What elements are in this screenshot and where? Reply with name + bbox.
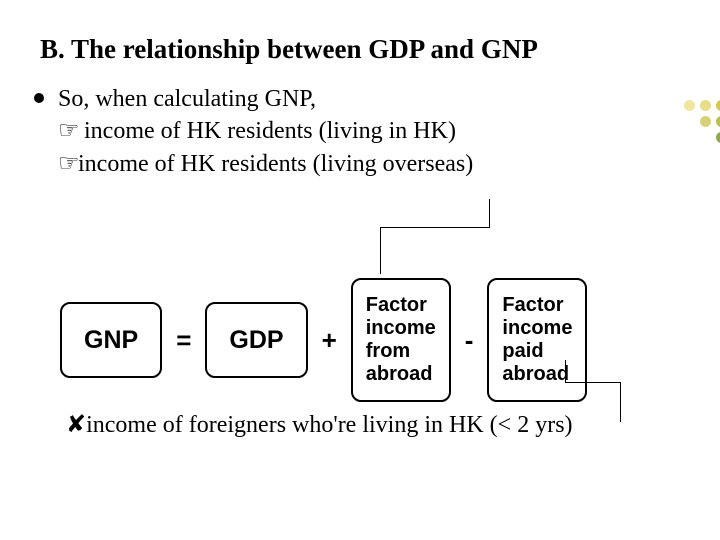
eq-box-factor-in: Factor income from abroad: [351, 278, 451, 402]
eq-operator-minus: -: [465, 325, 474, 356]
dot-icon: [700, 100, 711, 111]
eq-box-gnp: GNP: [60, 302, 162, 379]
dot-icon: [716, 132, 720, 143]
bullet-item: So, when calculating GNP, ☞ income of HK…: [34, 83, 680, 180]
footnote-text: income of foreigners who're living in HK…: [86, 412, 572, 438]
slide: B. The relationship between GDP and GNP …: [0, 0, 720, 540]
connector-line: [380, 227, 381, 274]
dot-icon: [684, 100, 695, 111]
footnote: ✘income of foreigners who're living in H…: [66, 410, 573, 439]
eq-operator-equals: =: [176, 325, 191, 356]
hand-icon: ☞: [58, 148, 78, 180]
eq-operator-plus: +: [322, 325, 337, 356]
eq-box-gdp: GDP: [205, 302, 307, 379]
slide-title: B. The relationship between GDP and GNP: [40, 34, 680, 65]
hand-icon: ☞: [58, 115, 78, 147]
connector-line: [489, 199, 490, 227]
dot-icon: [700, 116, 711, 127]
bullet-text: So, when calculating GNP, ☞ income of HK…: [58, 83, 473, 180]
connector-line: [380, 227, 490, 228]
bullet-lead: So, when calculating GNP,: [58, 86, 316, 112]
dot-icon: [716, 116, 720, 127]
bullet-line1: income of HK residents (living in HK): [78, 118, 456, 144]
bullet-line2: income of HK residents (living overseas): [78, 151, 473, 177]
connector-line: [620, 382, 621, 422]
equation-row: GNP = GDP + Factor income from abroad - …: [60, 278, 587, 402]
cross-icon: ✘: [66, 412, 86, 438]
bullet-dot-icon: [34, 93, 44, 103]
eq-box-factor-out: Factor income paid abroad: [487, 278, 587, 402]
dot-icon: [716, 100, 720, 111]
